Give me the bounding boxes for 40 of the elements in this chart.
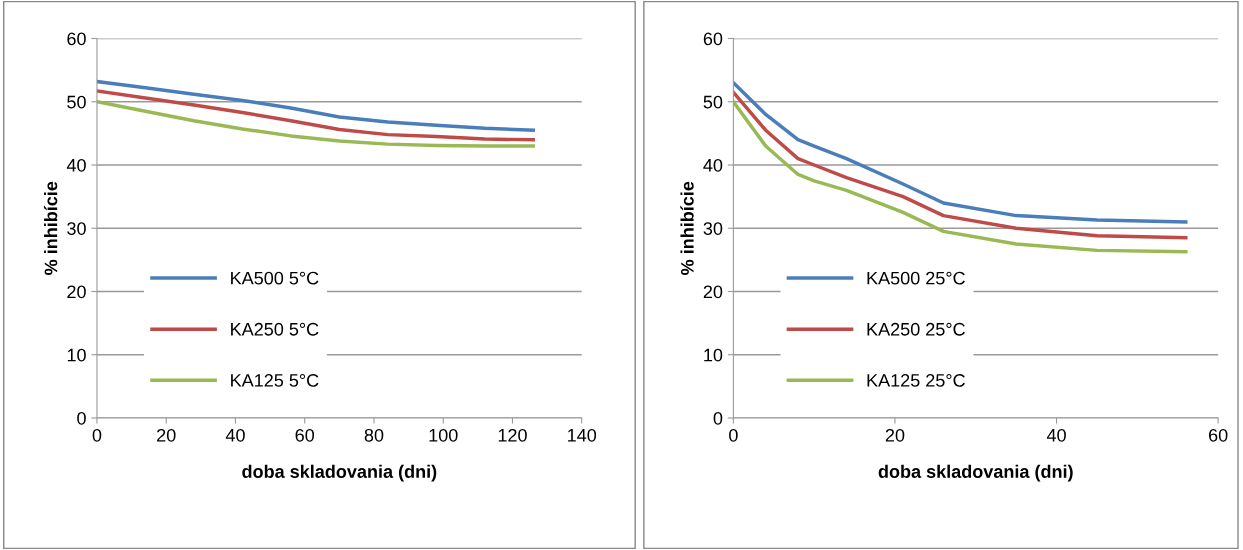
x-axis-title: doba skladovania (dni) bbox=[242, 464, 437, 482]
legend-label: KA125 25°C bbox=[867, 374, 965, 387]
x-tick-label: 0 bbox=[92, 428, 102, 442]
x-tick-label: 20 bbox=[885, 428, 905, 442]
x-tick-label: 120 bbox=[498, 428, 527, 442]
x-tick-label: 40 bbox=[1046, 428, 1066, 442]
legend-label: KA250 5°C bbox=[231, 322, 319, 336]
y-tick-label: 20 bbox=[703, 285, 723, 299]
y-tick-label: 50 bbox=[703, 95, 723, 109]
x-tick-label: 100 bbox=[429, 428, 458, 442]
x-tick-label: 140 bbox=[568, 428, 597, 442]
line-series bbox=[733, 81, 1188, 224]
y-tick-label: 50 bbox=[67, 95, 86, 109]
x-tick-label: 20 bbox=[157, 428, 176, 442]
y-tick-label: 10 bbox=[704, 348, 723, 362]
y-tick-label: 30 bbox=[67, 222, 86, 235]
legend-label: KA500 5°C bbox=[231, 271, 319, 285]
legend-label: KA250 25°C bbox=[867, 322, 965, 336]
y-tick-label: 30 bbox=[703, 222, 723, 235]
line-series bbox=[96, 79, 535, 132]
line-series bbox=[96, 100, 535, 148]
legend-label: KA500 25°C bbox=[867, 271, 965, 285]
x-tick-label: 80 bbox=[364, 428, 384, 442]
y-tick-label: 40 bbox=[66, 158, 86, 172]
x-tick-label: 0 bbox=[729, 428, 738, 442]
x-axis-title: doba skladovania (dni) bbox=[878, 464, 1073, 482]
y-tick-label: 40 bbox=[703, 158, 723, 172]
x-tick-label: 60 bbox=[295, 428, 315, 442]
y-tick-label: 10 bbox=[67, 348, 86, 362]
legend-label: KA125 5°C bbox=[231, 374, 319, 387]
y-tick-label: 60 bbox=[67, 32, 86, 46]
y-tick-label: 0 bbox=[713, 411, 723, 425]
y-tick-label: 20 bbox=[67, 285, 86, 299]
x-tick-label: 60 bbox=[1209, 428, 1228, 442]
y-tick-label: 60 bbox=[703, 32, 723, 46]
y-axis-title: % inhibície bbox=[680, 181, 694, 275]
y-axis-title: % inhibície bbox=[43, 181, 58, 275]
y-tick-label: 0 bbox=[77, 411, 86, 425]
x-tick-label: 40 bbox=[225, 428, 245, 442]
line-series bbox=[96, 89, 535, 142]
